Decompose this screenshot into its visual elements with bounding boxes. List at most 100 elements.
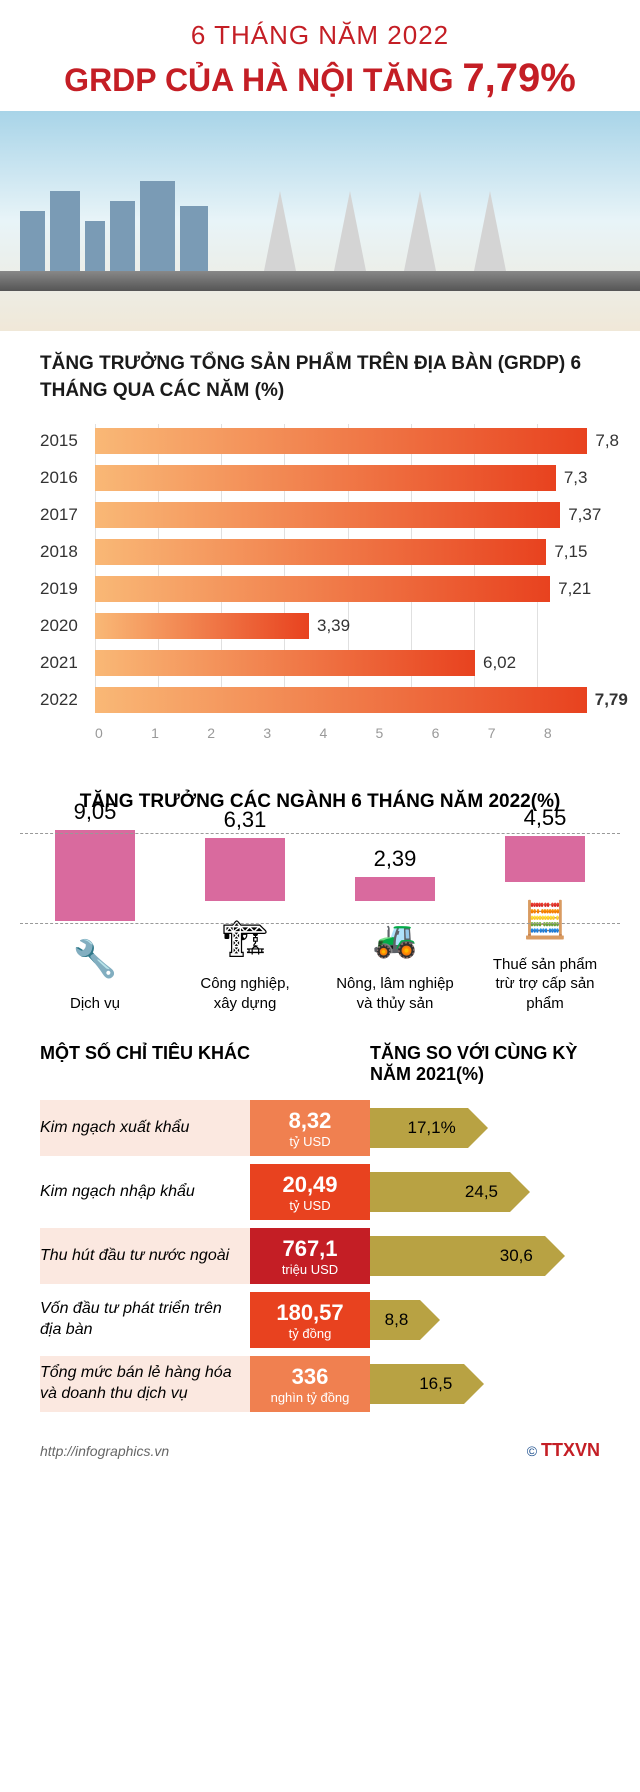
hbar-row: 2016 7,3 — [40, 461, 600, 495]
indicator-value: 8,32 tỷ USD — [250, 1100, 370, 1156]
sector-label: Thuế sản phẩmtrừ trợ cấp sản phẩm — [475, 955, 615, 1014]
indicator-value: 336 nghìn tỷ đồng — [250, 1356, 370, 1412]
sector-bar — [505, 836, 585, 882]
sector-icon: 🧮 — [523, 890, 568, 950]
title-pct: 7,79% — [462, 56, 575, 100]
indicators-h1: MỘT SỐ CHỈ TIÊU KHÁC — [40, 1043, 250, 1085]
footer-url: http://infographics.vn — [40, 1443, 169, 1459]
title-text: GRDP CỦA HÀ NỘI TĂNG — [64, 62, 462, 98]
x-tick: 6 — [432, 725, 488, 741]
sectors-chart: 9,05 🔧 Dịch vụ 6,31 🏗 Công nghiệp,xây dự… — [0, 833, 640, 1013]
x-axis: 012345678 — [95, 725, 600, 741]
hbar-year: 2016 — [40, 468, 95, 488]
x-tick: 1 — [151, 725, 207, 741]
hbar-value: 7,8 — [595, 431, 619, 451]
hbar-fill: 7,21 — [95, 576, 550, 602]
hbar-track: 3,39 — [95, 613, 600, 639]
x-tick: 3 — [263, 725, 319, 741]
indicator-value: 20,49 tỷ USD — [250, 1164, 370, 1220]
hbar-year: 2021 — [40, 653, 95, 673]
indicator-value: 180,57 tỷ đồng — [250, 1292, 370, 1348]
x-tick: 7 — [488, 725, 544, 741]
grdp-section: TĂNG TRƯỞNG TỔNG SẢN PHẨM TRÊN ĐỊA BÀN (… — [0, 331, 640, 761]
x-tick: 0 — [95, 725, 151, 741]
hbar-year: 2020 — [40, 616, 95, 636]
hbar-value: 7,21 — [558, 579, 591, 599]
header-title: GRDP CỦA HÀ NỘI TĂNG 7,79% — [10, 56, 630, 101]
hbar-track: 7,21 — [95, 576, 600, 602]
header: 6 THÁNG NĂM 2022 GRDP CỦA HÀ NỘI TĂNG 7,… — [0, 0, 640, 111]
sector-icon: 🏗 — [222, 909, 268, 969]
hbar-value: 7,79 — [595, 690, 628, 710]
indicator-row: Tổng mức bán lẻ hàng hóa và doanh thu dị… — [0, 1356, 640, 1412]
hbar-year: 2017 — [40, 505, 95, 525]
indicator-label: Thu hút đầu tư nước ngoài — [40, 1228, 250, 1284]
sector-value: 4,55 — [524, 805, 567, 831]
hbar-row: 2020 3,39 — [40, 609, 600, 643]
indicator-row: Vốn đầu tư phát triển trên địa bàn 180,5… — [0, 1292, 640, 1348]
indicator-arrow: 16,5 — [370, 1356, 600, 1412]
indicator-label: Kim ngạch xuất khẩu — [40, 1100, 250, 1156]
sector-label: Công nghiệp,xây dựng — [200, 974, 289, 1013]
footer-logo: © TTXVN — [527, 1440, 600, 1461]
hbar-fill: 6,02 — [95, 650, 475, 676]
indicators-header: MỘT SỐ CHỈ TIÊU KHÁC TĂNG SO VỚI CÙNG KỲ… — [0, 1043, 640, 1085]
indicator-row: Kim ngạch nhập khẩu 20,49 tỷ USD 24,5 — [0, 1164, 640, 1220]
infographic-container: 6 THÁNG NĂM 2022 GRDP CỦA HÀ NỘI TĂNG 7,… — [0, 0, 640, 1491]
hbar-value: 6,02 — [483, 653, 516, 673]
indicator-value: 767,1 triệu USD — [250, 1228, 370, 1284]
indicators-h2: TĂNG SO VỚI CÙNG KỲ NĂM 2021(%) — [370, 1043, 600, 1085]
hbar-year: 2015 — [40, 431, 95, 451]
header-subtitle: 6 THÁNG NĂM 2022 — [10, 20, 630, 51]
sector-value: 2,39 — [374, 846, 417, 872]
hbar-row: 2015 7,8 — [40, 424, 600, 458]
hbar-row: 2022 7,79 — [40, 683, 600, 717]
sector-bar — [355, 877, 435, 901]
hbar-year: 2018 — [40, 542, 95, 562]
grdp-chart: 2015 7,8 2016 7,3 2017 7,37 2018 7,15 20… — [40, 424, 600, 741]
x-tick: 5 — [376, 725, 432, 741]
sector-value: 6,31 — [224, 807, 267, 833]
hbar-value: 3,39 — [317, 616, 350, 636]
sector-bar — [55, 830, 135, 921]
hbar-value: 7,37 — [568, 505, 601, 525]
hero-image — [0, 111, 640, 331]
grdp-title: TĂNG TRƯỞNG TỔNG SẢN PHẨM TRÊN ĐỊA BÀN (… — [40, 351, 600, 404]
indicator-label: Tổng mức bán lẻ hàng hóa và doanh thu dị… — [40, 1356, 250, 1412]
hbar-fill: 7,15 — [95, 539, 546, 565]
sector-item: 2,39 🚜 Nông, lâm nghiệpvà thủy sản — [325, 846, 465, 1013]
hbar-value: 7,15 — [554, 542, 587, 562]
indicators-list: Kim ngạch xuất khẩu 8,32 tỷ USD 17,1% Ki… — [0, 1100, 640, 1412]
hbar-track: 7,37 — [95, 502, 600, 528]
sector-item: 4,55 🧮 Thuế sản phẩmtrừ trợ cấp sản phẩm — [475, 805, 615, 1013]
hbar-row: 2019 7,21 — [40, 572, 600, 606]
indicator-label: Vốn đầu tư phát triển trên địa bàn — [40, 1292, 250, 1348]
hbar-track: 7,15 — [95, 539, 600, 565]
indicator-arrow: 17,1% — [370, 1100, 600, 1156]
hbar-fill: 7,37 — [95, 502, 560, 528]
hbar-track: 7,79 — [95, 687, 600, 713]
hbar-fill: 3,39 — [95, 613, 309, 639]
x-tick: 4 — [319, 725, 375, 741]
indicator-arrow: 24,5 — [370, 1164, 600, 1220]
sector-icon: 🚜 — [373, 909, 418, 969]
indicator-label: Kim ngạch nhập khẩu — [40, 1164, 250, 1220]
hbar-track: 7,8 — [95, 428, 600, 454]
sector-item: 6,31 🏗 Công nghiệp,xây dựng — [175, 807, 315, 1013]
indicator-row: Kim ngạch xuất khẩu 8,32 tỷ USD 17,1% — [0, 1100, 640, 1156]
footer: http://infographics.vn © TTXVN — [0, 1420, 640, 1491]
sector-item: 9,05 🔧 Dịch vụ — [25, 799, 165, 1013]
indicator-arrow: 30,6 — [370, 1228, 600, 1284]
sector-icon: 🔧 — [73, 929, 118, 989]
hbar-fill: 7,8 — [95, 428, 587, 454]
indicator-arrow: 8,8 — [370, 1292, 600, 1348]
hbar-track: 7,3 — [95, 465, 600, 491]
sector-value: 9,05 — [74, 799, 117, 825]
sector-label: Nông, lâm nghiệpvà thủy sản — [336, 974, 454, 1013]
sector-label: Dịch vụ — [70, 994, 120, 1014]
indicator-row: Thu hút đầu tư nước ngoài 767,1 triệu US… — [0, 1228, 640, 1284]
hbar-track: 6,02 — [95, 650, 600, 676]
hbar-fill: 7,3 — [95, 465, 556, 491]
hbar-fill: 7,79 — [95, 687, 587, 713]
sector-bar — [205, 838, 285, 901]
